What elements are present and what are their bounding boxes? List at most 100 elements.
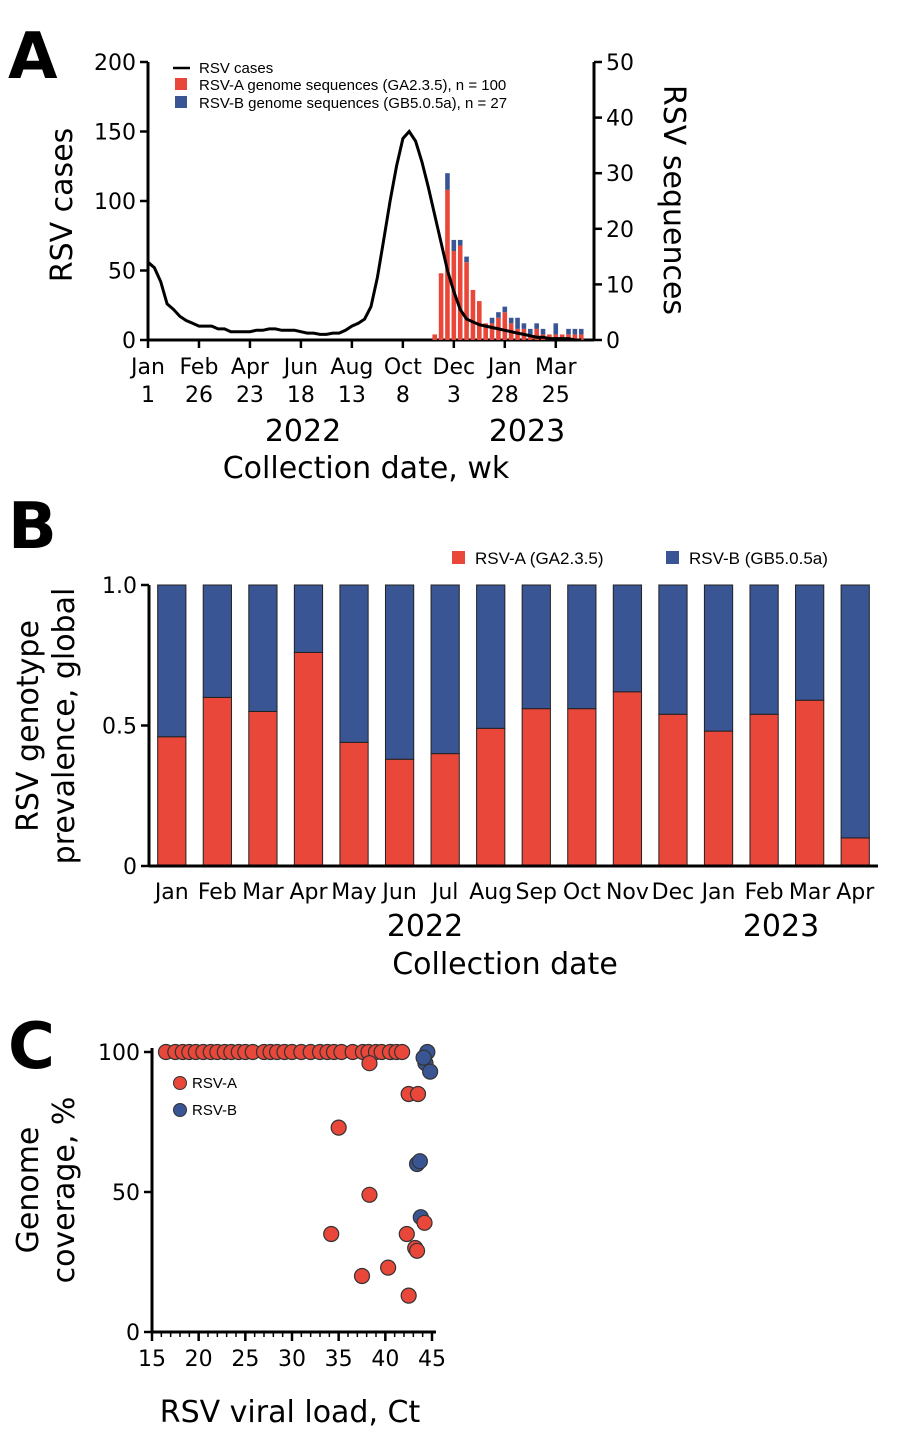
panel-c-legend: RSV-A RSV-B [173,1075,237,1119]
panel-b-y-axis-label-line2: prevalence, global [47,588,82,865]
panel-a-axes: 0 50 100 150 200 0 10 20 30 40 50 Jan 1 Feb 26 Apr 23 Jun… [94,51,634,408]
x-tick-label: Apr [836,880,875,905]
x-tick-label: May [331,880,376,905]
rsv-a-bar [534,328,539,340]
panel-b-legend: RSV-A (GA2.3.5) RSV-B (GB5.0.5a) [452,549,828,568]
x-tick-label: Dec [652,880,695,905]
legend-rsv-b-label: RSV-B (GB5.0.5a) [689,549,828,568]
rsv-b-bar [476,584,506,729]
rsv-a-point [416,1214,433,1231]
rsv-b-bar [157,584,187,738]
rsv-b-bar [489,317,495,324]
rsv-a-bar [572,334,578,340]
legend-rsv-a-label: RSV-A (GA2.3.5) [475,549,604,568]
rsv-b-bar [248,584,278,712]
rsv-a-bar [157,736,187,867]
rsv-b-bar [567,584,597,710]
panel-c-x-axis-label: RSV viral load, Ct [160,1395,421,1430]
rsv-a-bar [464,262,469,340]
rsv-b-bar [578,328,584,335]
x-tick-label-month: Apr [231,355,270,380]
rsv-a-bar [477,301,482,340]
rsv-a-point [361,1186,378,1203]
x-tick-label: Oct [563,880,601,905]
legend-rsv-a-swatch [452,551,465,564]
x-tick-label: 20 [185,1347,213,1372]
x-tick-label: Jul [430,880,459,905]
legend-rsv-a-marker [173,1076,187,1090]
y2-tick-label: 0 [606,329,620,354]
rsv-a-bar [476,727,506,867]
x-tick-label-day: 28 [491,383,519,408]
rsv-b-bar [508,317,514,324]
rsv-b-point [422,1063,439,1080]
x-tick-label: 30 [278,1347,306,1372]
x-tick-label-month: Mar [535,355,577,380]
x-tick-label-month: Feb [179,355,218,380]
x-tick-label: Mar [789,880,831,905]
rsv-a-point [398,1225,415,1243]
x-tick-label-day: 25 [542,383,570,408]
x-tick-label: Apr [289,880,328,905]
panel-c-letter: C [8,1010,55,1084]
rsv-b-bar [840,584,870,839]
panel-b-y-axis-label-line1: RSV genotype [11,620,46,832]
rsv-b-bar [566,328,571,335]
rsv-b-bar [749,584,779,715]
panel-b-year-2023: 2023 [743,909,819,944]
x-tick-label: Nov [606,880,649,905]
rsv-a-point [330,1119,347,1136]
x-tick-label-day: 18 [287,383,315,408]
y-tick-label: 100 [98,1041,140,1066]
panel-a-year-2022: 2022 [265,414,341,449]
legend-rsv-a-label: RSV-A genome sequences (GA2.3.5), n = 10… [199,77,506,94]
x-tick-label: Sep [516,880,557,905]
panel-b-year-2022: 2022 [387,909,463,944]
rsv-a-bar [578,334,584,340]
rsv-a-point [400,1287,417,1304]
legend-rsv-b-swatch [666,551,679,564]
x-tick-label-month: Jan [129,355,165,380]
rsv-a-point [380,1259,397,1276]
legend-rsv-b-swatch [175,96,187,108]
rsv-a-bar [430,753,460,867]
rsv-a-bar [339,741,369,867]
rsv-a-bar [795,699,825,867]
y-tick-label: 200 [94,51,136,76]
rsv-a-bar [489,323,495,340]
rsv-b-bar [339,584,369,743]
x-tick-label: 40 [371,1347,399,1372]
panel-b-x-axis-label: Collection date [392,947,618,982]
rsv-a-bar [384,758,415,867]
x-tick-label-day: 3 [447,383,461,408]
x-tick-label: Feb [198,880,237,905]
x-tick-label-month: Dec [433,355,476,380]
y-tick-label: 0.5 [102,715,137,740]
rsv-a-bar [840,837,870,867]
x-tick-label-month: Oct [384,355,422,380]
y2-tick-label: 40 [606,107,634,132]
rsv-a-bar [502,312,508,340]
rsv-b-bar [451,239,457,252]
rsv-a-bar [202,696,232,867]
y-tick-label: 0 [123,855,137,880]
rsv-a-bar [521,708,551,867]
rsv-a-point [323,1225,340,1243]
panel-c-y-axis-label-line2: coverage, % [47,1097,82,1284]
rsv-a-point [353,1267,371,1285]
panel-a-legend: RSV cases RSV-A genome sequences (GA2.3.… [173,60,507,112]
rsv-a-point [394,1043,411,1061]
rsv-b-point [411,1153,428,1170]
panel-a: A 0 50 100 150 200 0 10 20 30 40 50 Jan 1 Feb 26 Apr 23 J… [8,20,691,486]
x-tick-label-day: 8 [396,383,410,408]
rsv-b-bar [553,323,559,335]
x-tick-label: Jun [380,880,416,905]
rsv-b-bar [572,328,578,335]
x-tick-label-day: 26 [185,383,213,408]
x-tick-label: Mar [242,880,284,905]
y2-tick-label: 50 [606,51,634,76]
rsv-b-bar [521,584,551,710]
x-tick-label: Jan [153,880,189,905]
